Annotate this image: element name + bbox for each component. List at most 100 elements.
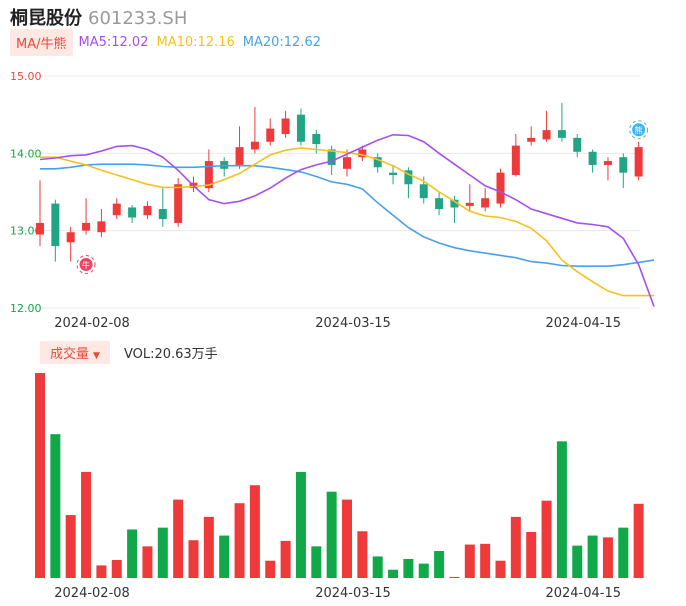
price-tick-label: 12.00 <box>10 302 42 315</box>
candle-body <box>174 184 183 223</box>
volume-toggle-button[interactable]: 成交量 ▼ <box>40 340 110 364</box>
volume-bar <box>173 499 184 578</box>
volume-bar <box>372 556 383 578</box>
volume-bar <box>280 540 291 578</box>
date-tick-label: 2024-04-15 <box>545 316 621 331</box>
volume-bar <box>96 565 107 578</box>
volume-toggle-label: 成交量 <box>50 346 90 362</box>
volume-bar <box>556 441 567 578</box>
caret-down-icon: ▼ <box>93 350 100 361</box>
volume-value: VOL:20.63万手 <box>123 346 218 362</box>
candle-body <box>373 157 382 168</box>
stock-name: 桐昆股份 <box>10 8 82 29</box>
sell-signal-icon-ring <box>629 120 649 140</box>
ma20-legend: MA20:12.62 <box>242 34 321 50</box>
candle-body <box>358 149 367 158</box>
volume-bar <box>480 543 491 578</box>
volume-bar <box>403 558 414 578</box>
volume-bar <box>50 434 61 578</box>
candle-body <box>36 222 44 235</box>
price-grid <box>10 75 640 309</box>
candle-body <box>312 134 321 145</box>
candle-body <box>266 128 275 142</box>
candle-body <box>204 161 213 189</box>
volume-bar <box>188 540 199 578</box>
volume-bar <box>526 531 537 578</box>
volume-bar <box>618 527 629 578</box>
volume-bar <box>587 535 598 578</box>
volume-bar <box>295 471 306 578</box>
candle-body <box>235 147 244 165</box>
candle-body <box>511 145 520 175</box>
stock-title: 桐昆股份 601233.SH <box>10 4 187 30</box>
candle-body <box>542 130 551 140</box>
volume-bar <box>111 560 122 578</box>
volume-bar <box>157 527 168 578</box>
volume-bar <box>234 503 245 578</box>
date-tick-label: 2024-03-15 <box>315 316 391 331</box>
candle-body <box>496 172 505 204</box>
sell-signal-icon <box>632 123 646 137</box>
candle-body <box>404 170 413 185</box>
volume-bar <box>357 531 368 578</box>
volume-bar <box>35 373 45 578</box>
candle-body <box>481 198 490 208</box>
candle-body <box>603 161 612 165</box>
ma-toggle-button[interactable]: MA/牛熊 <box>10 28 73 56</box>
date-tick-label: 2024-03-15 <box>315 586 391 601</box>
date-axis-price: 2024-02-08 2024-03-15 2024-04-15 <box>54 316 621 331</box>
volume-bar <box>65 515 76 578</box>
volume-bar <box>81 471 92 578</box>
candle-body <box>573 137 582 152</box>
price-tick-label: 14.00 <box>10 147 42 160</box>
candle-body <box>527 137 536 142</box>
ma-legend: MA/牛熊 MA5:12.02 MA10:12.16 MA20:12.62 <box>10 28 329 56</box>
price-tick-label: 15.00 <box>10 70 42 83</box>
volume-bar <box>311 546 322 578</box>
volume-bar <box>572 545 583 578</box>
volume-series <box>35 373 644 578</box>
volume-bar <box>249 485 260 578</box>
candle-body <box>82 222 91 231</box>
candle-body <box>158 209 167 220</box>
ma5-line <box>39 133 655 307</box>
candle-body <box>450 199 459 208</box>
sell-signal-icon-glyph: 熊 <box>635 125 643 135</box>
signal-markers: 牛熊 <box>76 120 649 275</box>
ma10-line <box>40 147 654 297</box>
stock-code: 601233.SH <box>88 8 188 29</box>
volume-bar <box>203 516 214 578</box>
candle-body <box>435 198 444 210</box>
volume-bar <box>633 503 644 578</box>
candle-body <box>128 207 137 218</box>
price-axis: 15.00 14.00 13.00 12.00 <box>10 70 42 315</box>
volume-bar <box>602 537 613 578</box>
candle-body <box>343 157 351 169</box>
volume-bar <box>265 560 276 578</box>
volume-bar <box>127 529 138 578</box>
candle-body <box>250 141 259 150</box>
volume-bar <box>434 551 445 578</box>
candle-body <box>281 118 290 134</box>
candle-body <box>619 157 628 173</box>
candle-body <box>389 172 398 175</box>
ma20-line <box>40 163 655 268</box>
volume-bar <box>495 560 506 578</box>
candle-body <box>634 147 643 177</box>
candle-body <box>327 149 336 165</box>
volume-bar <box>418 563 429 578</box>
date-tick-label: 2024-04-15 <box>545 586 621 601</box>
date-axis-volume: 2024-02-08 2024-03-15 2024-04-15 <box>54 586 621 601</box>
volume-bar <box>388 569 399 578</box>
candle-body <box>419 184 428 199</box>
buy-signal-icon-ring <box>76 255 96 275</box>
price-tick-label: 13.00 <box>10 225 42 238</box>
volume-bar <box>326 491 337 578</box>
volume-bar <box>541 500 552 578</box>
buy-signal-icon <box>79 258 93 272</box>
buy-signal-icon-glyph: 牛 <box>82 260 90 270</box>
ma5-legend: MA5:12.02 <box>78 34 149 50</box>
volume-bar <box>464 544 475 578</box>
candle-body <box>112 203 121 216</box>
volume-bar <box>510 516 521 578</box>
